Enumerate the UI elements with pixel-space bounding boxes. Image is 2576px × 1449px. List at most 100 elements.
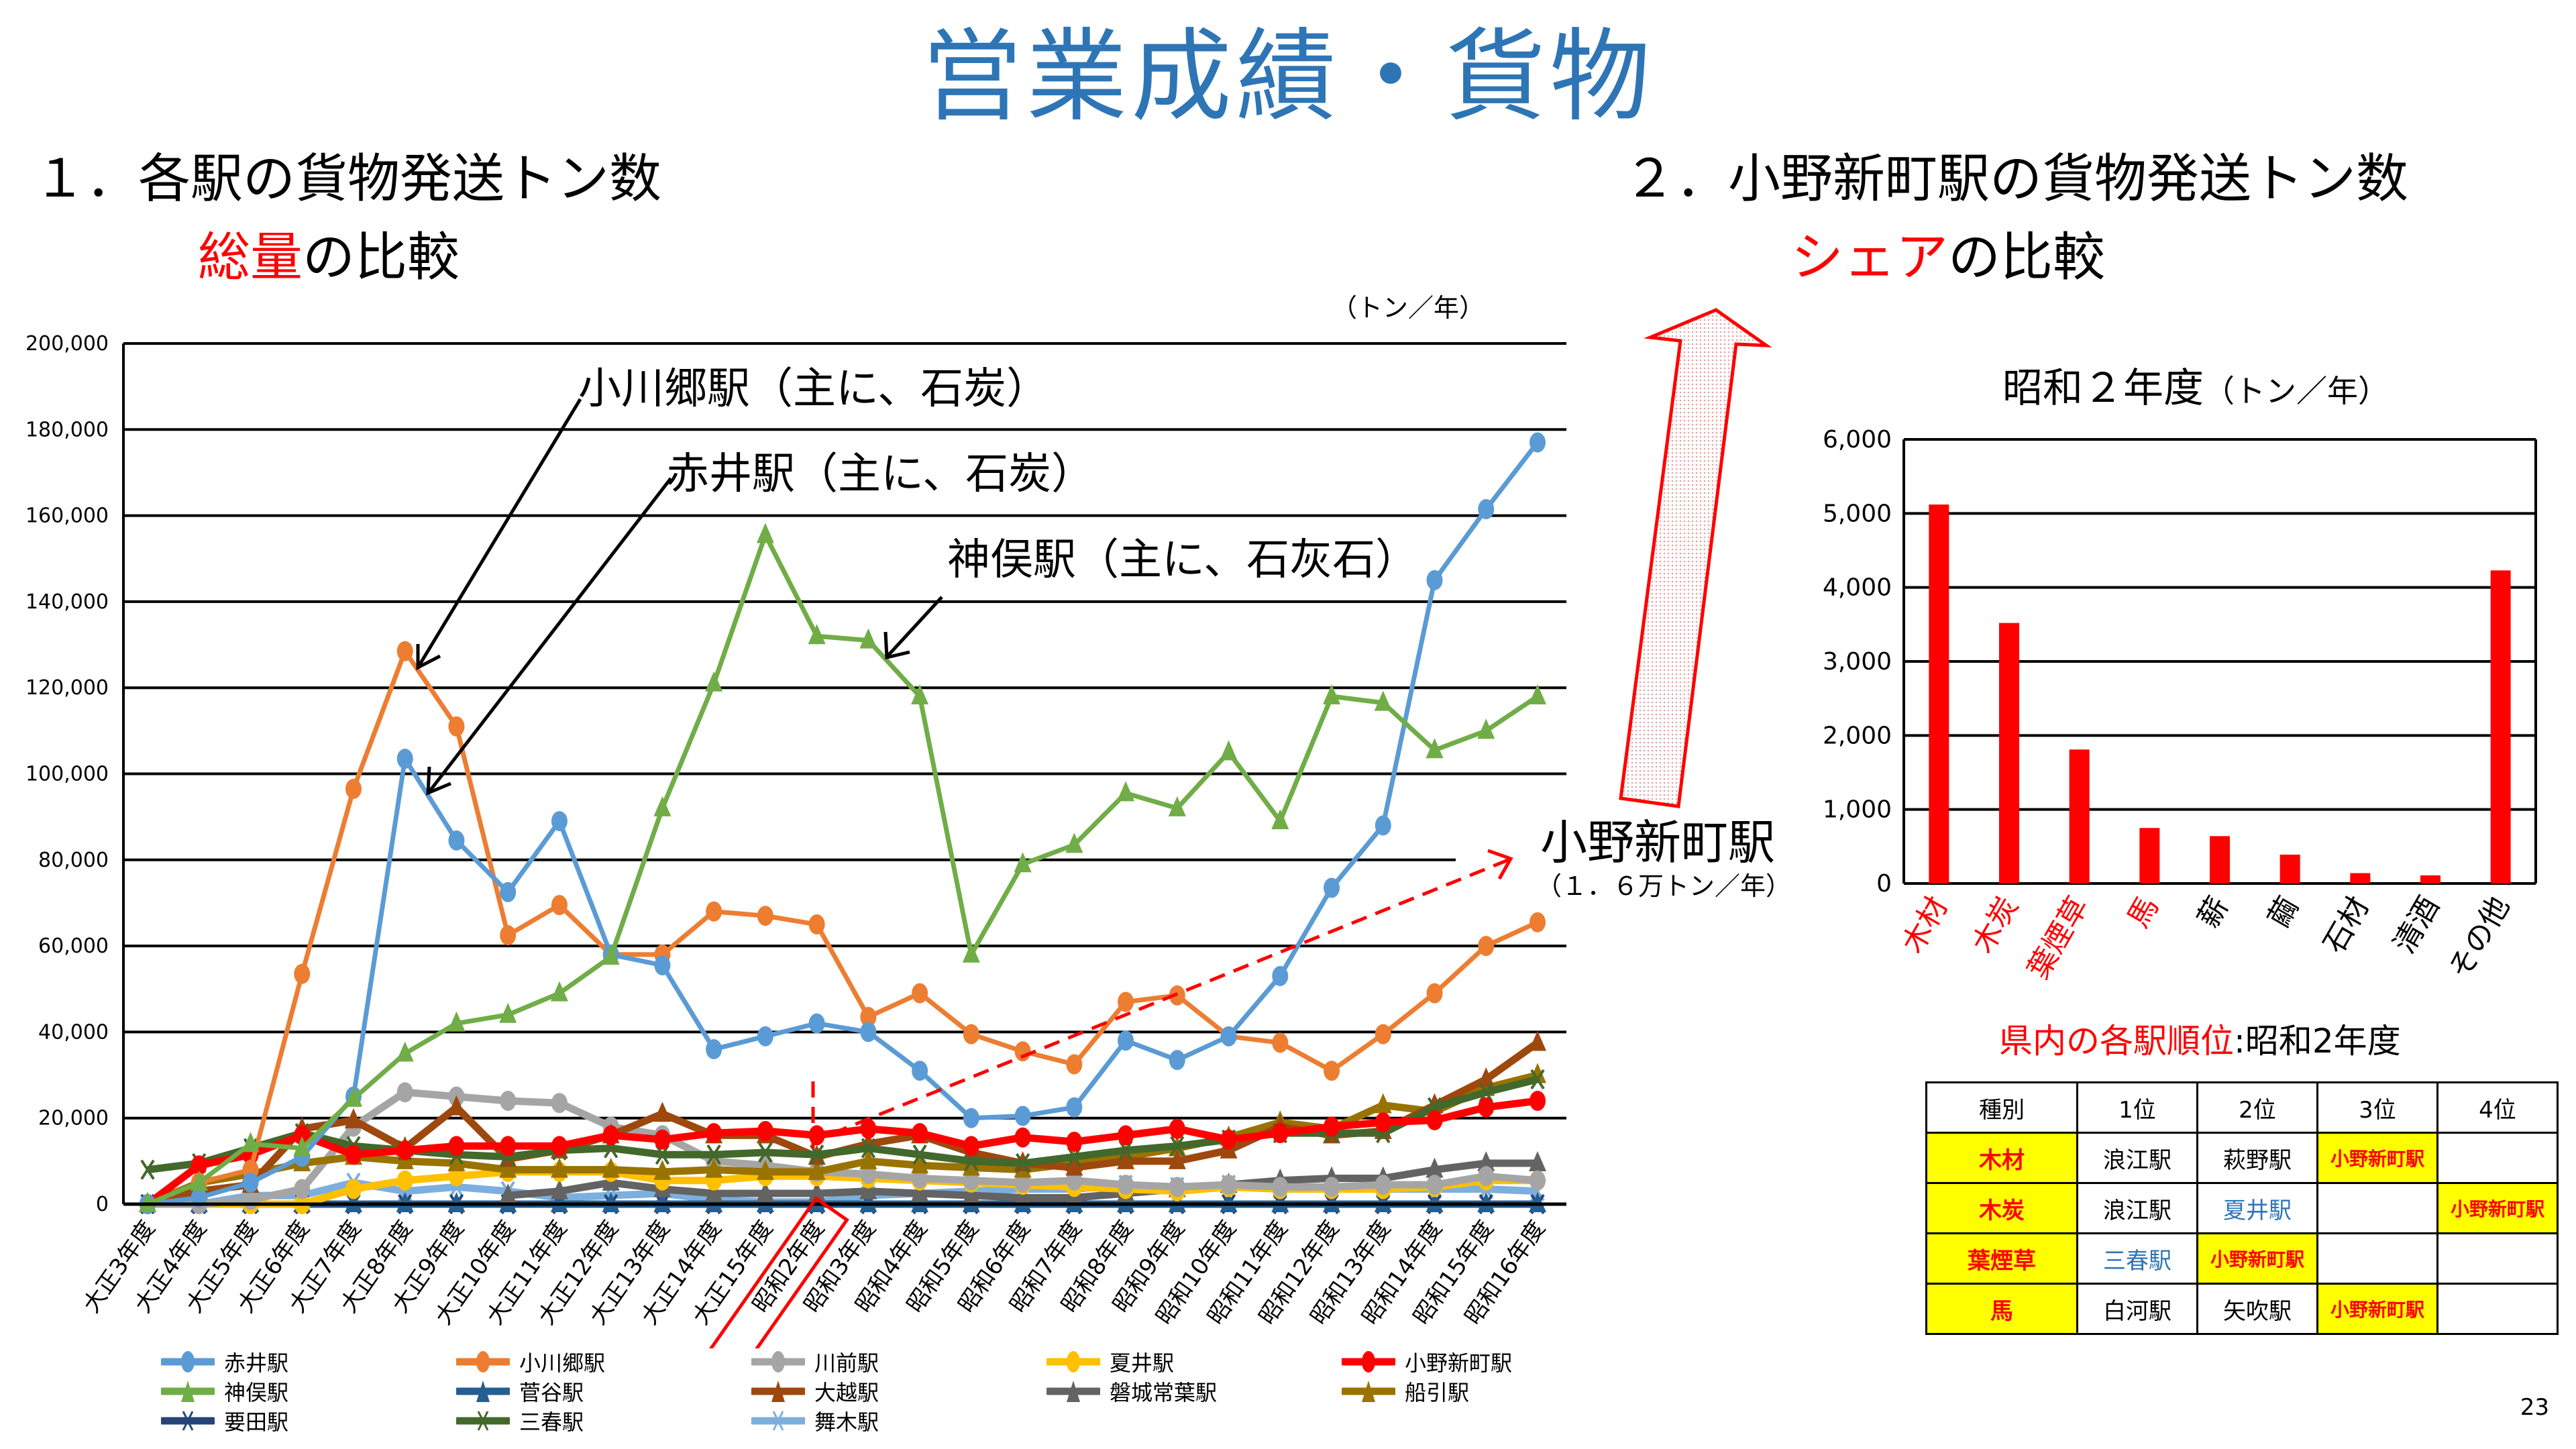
- data-point: [550, 1157, 568, 1178]
- data-point: [1220, 1192, 1238, 1212]
- series-line: [146, 532, 1539, 1207]
- data-point: [757, 906, 773, 926]
- data-point: [1014, 1106, 1031, 1126]
- data-point: [1015, 1152, 1030, 1174]
- data-point: [963, 1108, 979, 1128]
- data-point: [756, 1181, 774, 1201]
- section1-number: １．: [34, 149, 139, 209]
- data-point: [1426, 983, 1443, 1004]
- data-point: [447, 1192, 466, 1212]
- section2-highlight: シェア: [1791, 227, 1949, 288]
- ranking-row: 木材 浪江駅 萩野駅 小野新町駅: [1925, 1132, 2559, 1184]
- data-point: [447, 1011, 466, 1032]
- data-point: [551, 1093, 568, 1114]
- data-point: [756, 1159, 774, 1180]
- data-point: [1426, 738, 1444, 759]
- data-point: [1478, 498, 1495, 519]
- data-point: [1220, 1129, 1237, 1150]
- data-point: [499, 1002, 517, 1023]
- legend-marker-triangle-icon: [1046, 1381, 1100, 1402]
- data-point: [448, 716, 465, 737]
- data-point: [655, 1144, 670, 1165]
- data-point: [1272, 966, 1289, 987]
- legend-item: 船引駅: [1342, 1378, 1637, 1405]
- data-point: [756, 523, 774, 543]
- data-point: [500, 1091, 517, 1112]
- y-tick-label: 5,000: [1823, 500, 1892, 527]
- data-point: [396, 749, 413, 769]
- legend-label: 磐城常葉駅: [1110, 1380, 1218, 1405]
- ranking-category: 葉煙草: [1925, 1232, 2078, 1285]
- section1-highlight: 総量: [198, 227, 303, 288]
- data-point: [1066, 1131, 1083, 1152]
- data-point: [551, 895, 568, 916]
- data-point: [293, 1136, 311, 1157]
- ranking-cell: [2436, 1132, 2559, 1184]
- legend-item: 赤井駅: [161, 1348, 456, 1376]
- data-point: [1118, 1125, 1134, 1146]
- data-point: [1220, 740, 1238, 761]
- y-tick-label: 60,000: [38, 934, 109, 958]
- line-chart-series: [123, 432, 1566, 1215]
- legend-marker-circle-icon: [751, 1351, 805, 1373]
- data-point: [1375, 815, 1391, 836]
- bar: [2420, 875, 2440, 883]
- arrowhead-akai-icon: [426, 766, 451, 796]
- series-line: [145, 1097, 1538, 1208]
- annotation-onoshinmachi: 小野新町駅: [1540, 815, 1775, 870]
- legend-item: 三春駅: [456, 1407, 751, 1435]
- data-point: [1374, 690, 1392, 711]
- x-tick-label: 繭: [2261, 891, 2306, 934]
- data-point: [911, 1192, 929, 1212]
- data-point: [808, 1159, 826, 1180]
- bar: [1929, 504, 1949, 883]
- data-point: [499, 1157, 517, 1178]
- data-point: [1324, 1116, 1340, 1137]
- arrow-ogawago: [416, 398, 582, 669]
- legend-label: 要田駅: [224, 1409, 289, 1435]
- y-tick-label: 100,000: [25, 763, 109, 786]
- data-point: [1066, 1054, 1083, 1075]
- data-point: [808, 1125, 825, 1146]
- ranking-cell-onoshinmachi: 小野新町駅: [2196, 1232, 2318, 1285]
- data-point: [1375, 1175, 1391, 1195]
- data-point: [345, 1179, 362, 1199]
- data-point: [859, 1192, 877, 1212]
- data-point: [1118, 1140, 1133, 1161]
- ranking-cell: 浪江駅: [2076, 1182, 2198, 1234]
- section2-number: ２．: [1623, 149, 1729, 209]
- data-point: [602, 1192, 620, 1212]
- ranking-title-red: 県内の各駅順位: [1999, 1022, 2234, 1061]
- legend-marker-circle-icon: [1342, 1351, 1395, 1373]
- x-tick-label: 石材: [2317, 891, 2376, 959]
- data-point: [911, 1153, 929, 1174]
- legend-marker-circle-icon: [161, 1351, 215, 1373]
- x-tick-label: その他: [2443, 891, 2516, 985]
- ranking-header-row: 種別 1位 2位 3位 4位: [1925, 1081, 2559, 1134]
- ranking-cell: 白河駅: [2076, 1283, 2198, 1335]
- data-point: [758, 1142, 773, 1163]
- page-number: 23: [2520, 1394, 2549, 1421]
- data-point: [500, 925, 517, 946]
- data-point: [911, 684, 929, 705]
- section2-subheading: シェアの比較: [1791, 231, 2105, 284]
- data-point: [1426, 1157, 1444, 1178]
- data-point: [1529, 432, 1546, 453]
- section1-subheading: 総量の比較: [198, 231, 460, 284]
- data-point: [1220, 1175, 1237, 1195]
- ranking-header: 2位: [2196, 1081, 2318, 1134]
- data-point: [963, 1024, 979, 1044]
- bar: [1999, 623, 2019, 883]
- arrowhead-ogawago-icon: [416, 644, 441, 671]
- data-point: [1169, 1177, 1185, 1197]
- data-point: [808, 1013, 825, 1034]
- arrow-kanmata: [886, 596, 943, 657]
- bar: [2350, 873, 2371, 883]
- data-point: [757, 1120, 773, 1141]
- ranking-row: 馬 白河駅 矢吹駅 小野新町駅: [1925, 1283, 2559, 1335]
- section2-title: 小野新町駅の貨物発送トン数: [1728, 149, 2409, 209]
- data-point: [1272, 1123, 1289, 1144]
- section1-heading: １．各駅の貨物発送トン数: [34, 153, 661, 205]
- data-point: [551, 811, 568, 832]
- series-小川郷駅: [140, 641, 1546, 1214]
